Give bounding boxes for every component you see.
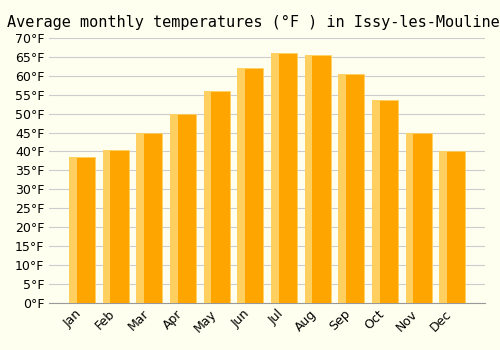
Bar [103,149,110,303]
Bar [410,133,432,303]
Bar [406,133,413,303]
Bar [140,133,162,303]
Bar [238,68,245,303]
Bar [136,133,144,303]
Bar [308,55,330,303]
Bar [242,68,263,303]
Bar [271,53,279,303]
Bar [170,114,178,303]
Title: Average monthly temperatures (°F ) in Issy-les-Moulineaux: Average monthly temperatures (°F ) in Is… [7,15,500,30]
Bar [444,152,465,303]
Bar [73,157,95,303]
Bar [440,152,447,303]
Bar [305,55,312,303]
Bar [174,114,196,303]
Bar [342,74,364,303]
Bar [376,100,398,303]
Bar [372,100,380,303]
Bar [106,149,128,303]
Bar [69,157,77,303]
Bar [208,91,230,303]
Bar [204,91,212,303]
Bar [338,74,346,303]
Bar [275,53,297,303]
